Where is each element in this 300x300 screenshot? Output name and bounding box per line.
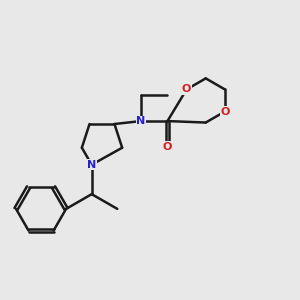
Text: O: O (163, 142, 172, 152)
Text: O: O (220, 106, 230, 116)
Text: N: N (136, 116, 146, 126)
Text: N: N (87, 160, 96, 170)
Text: O: O (182, 84, 191, 94)
